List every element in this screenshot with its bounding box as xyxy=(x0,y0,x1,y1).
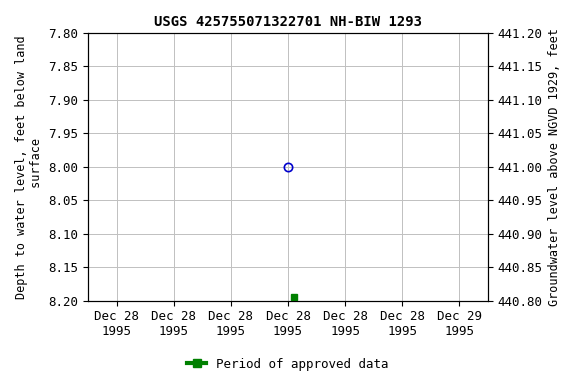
Legend: Period of approved data: Period of approved data xyxy=(183,353,393,376)
Title: USGS 425755071322701 NH-BIW 1293: USGS 425755071322701 NH-BIW 1293 xyxy=(154,15,422,29)
Y-axis label: Groundwater level above NGVD 1929, feet: Groundwater level above NGVD 1929, feet xyxy=(548,28,561,306)
Y-axis label: Depth to water level, feet below land
 surface: Depth to water level, feet below land su… xyxy=(15,35,43,299)
